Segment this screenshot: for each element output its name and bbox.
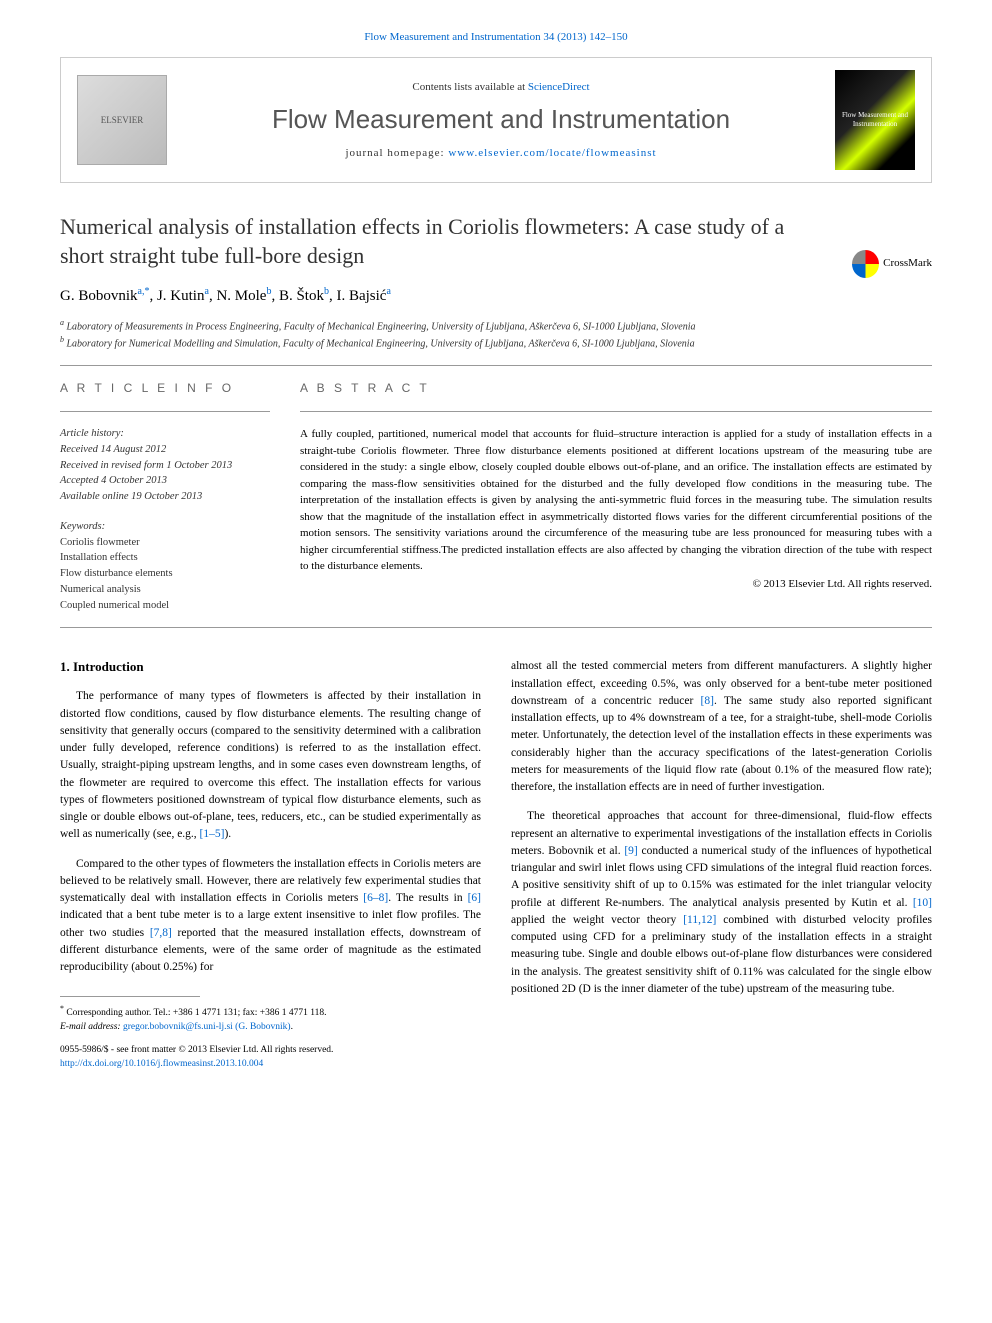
elsevier-logo: ELSEVIER xyxy=(77,75,167,165)
body-right-column: almost all the tested commercial meters … xyxy=(511,658,932,1071)
author-5-aff[interactable]: a xyxy=(386,286,390,297)
abstract-text: A fully coupled, partitioned, numerical … xyxy=(300,426,932,575)
issn-copyright: 0955-5986/$ - see front matter © 2013 El… xyxy=(60,1044,481,1057)
author-5: , I. Bajsić xyxy=(329,288,387,304)
history-online: Available online 19 October 2013 xyxy=(60,489,270,505)
body-para-2: Compared to the other types of flowmeter… xyxy=(60,856,481,977)
article-history: Article history: Received 14 August 2012… xyxy=(60,426,270,505)
journal-citation-header: Flow Measurement and Instrumentation 34 … xyxy=(60,30,932,45)
abstract-label: A B S T R A C T xyxy=(300,380,932,397)
body-para-4: The theoretical approaches that account … xyxy=(511,808,932,998)
ref-7-8[interactable]: [7,8] xyxy=(150,927,172,939)
body-left-column: 1. Introduction The performance of many … xyxy=(60,658,481,1071)
crossmark-label: CrossMark xyxy=(883,256,932,271)
journal-cover-image: Flow Measurement and Instrumentation xyxy=(835,70,915,170)
ref-8[interactable]: [8] xyxy=(701,695,714,707)
history-accepted: Accepted 4 October 2013 xyxy=(60,473,270,489)
body-columns: 1. Introduction The performance of many … xyxy=(60,658,932,1071)
article-info-label: A R T I C L E I N F O xyxy=(60,380,270,397)
ref-9[interactable]: [9] xyxy=(624,845,637,857)
ref-6-8[interactable]: [6–8] xyxy=(363,892,388,904)
separator xyxy=(300,411,932,412)
affiliation-a: a Laboratory of Measurements in Process … xyxy=(60,317,932,334)
ref-10[interactable]: [10] xyxy=(913,897,932,909)
intro-heading: 1. Introduction xyxy=(60,658,481,676)
journal-header-box: ELSEVIER Contents lists available at Sci… xyxy=(60,57,932,183)
abstract-copyright: © 2013 Elsevier Ltd. All rights reserved… xyxy=(300,577,932,592)
ref-6[interactable]: [6] xyxy=(468,892,481,904)
footnote-separator xyxy=(60,996,200,997)
article-info-column: A R T I C L E I N F O Article history: R… xyxy=(60,380,270,613)
author-4: , B. Štok xyxy=(271,288,324,304)
journal-homepage-line: journal homepage: www.elsevier.com/locat… xyxy=(183,146,819,161)
homepage-prefix: journal homepage: xyxy=(345,147,448,159)
corresponding-author-footnote: * Corresponding author. Tel.: +386 1 477… xyxy=(60,1003,481,1034)
separator xyxy=(60,365,932,366)
keyword-4: Numerical analysis xyxy=(60,582,270,598)
keyword-1: Coriolis flowmeter xyxy=(60,535,270,551)
keyword-5: Coupled numerical model xyxy=(60,598,270,614)
keyword-3: Flow disturbance elements xyxy=(60,566,270,582)
body-para-3: almost all the tested commercial meters … xyxy=(511,658,932,796)
header-center: Contents lists available at ScienceDirec… xyxy=(183,80,819,161)
keyword-2: Installation effects xyxy=(60,550,270,566)
author-2: , J. Kutin xyxy=(149,288,204,304)
affiliation-b: b Laboratory for Numerical Modelling and… xyxy=(60,334,932,351)
affiliations: a Laboratory of Measurements in Process … xyxy=(60,317,932,352)
author-1: G. Bobovnik xyxy=(60,288,138,304)
history-revised: Received in revised form 1 October 2013 xyxy=(60,458,270,474)
crossmark-badge[interactable]: CrossMark xyxy=(852,250,932,278)
history-label: Article history: xyxy=(60,426,270,442)
contents-line: Contents lists available at ScienceDirec… xyxy=(183,80,819,95)
doi-link[interactable]: http://dx.doi.org/10.1016/j.flowmeasinst… xyxy=(60,1059,263,1069)
author-3: , N. Mole xyxy=(209,288,267,304)
keywords-label: Keywords: xyxy=(60,519,270,535)
separator xyxy=(60,627,932,628)
ref-1-5[interactable]: [1–5] xyxy=(200,828,225,840)
sciencedirect-link[interactable]: ScienceDirect xyxy=(528,81,590,93)
article-title: Numerical analysis of installation effec… xyxy=(60,213,932,270)
journal-citation-link[interactable]: Flow Measurement and Instrumentation 34 … xyxy=(364,31,627,43)
history-received: Received 14 August 2012 xyxy=(60,442,270,458)
crossmark-icon xyxy=(852,250,879,278)
ref-11-12[interactable]: [11,12] xyxy=(683,914,716,926)
keywords-block: Keywords: Coriolis flowmeter Installatio… xyxy=(60,519,270,614)
abstract-column: A B S T R A C T A fully coupled, partiti… xyxy=(300,380,932,613)
journal-homepage-link[interactable]: www.elsevier.com/locate/flowmeasinst xyxy=(448,147,656,159)
body-para-1: The performance of many types of flowmet… xyxy=(60,688,481,843)
info-abstract-row: A R T I C L E I N F O Article history: R… xyxy=(60,380,932,613)
corresponding-email-link[interactable]: gregor.bobovnik@fs.uni-lj.si (G. Bobovni… xyxy=(123,1022,291,1032)
authors-list: G. Bobovnika,*, J. Kutina, N. Moleb, B. … xyxy=(60,285,932,307)
contents-prefix: Contents lists available at xyxy=(412,81,527,93)
separator xyxy=(60,411,270,412)
footer-info: 0955-5986/$ - see front matter © 2013 El… xyxy=(60,1044,481,1071)
journal-title: Flow Measurement and Instrumentation xyxy=(183,101,819,137)
